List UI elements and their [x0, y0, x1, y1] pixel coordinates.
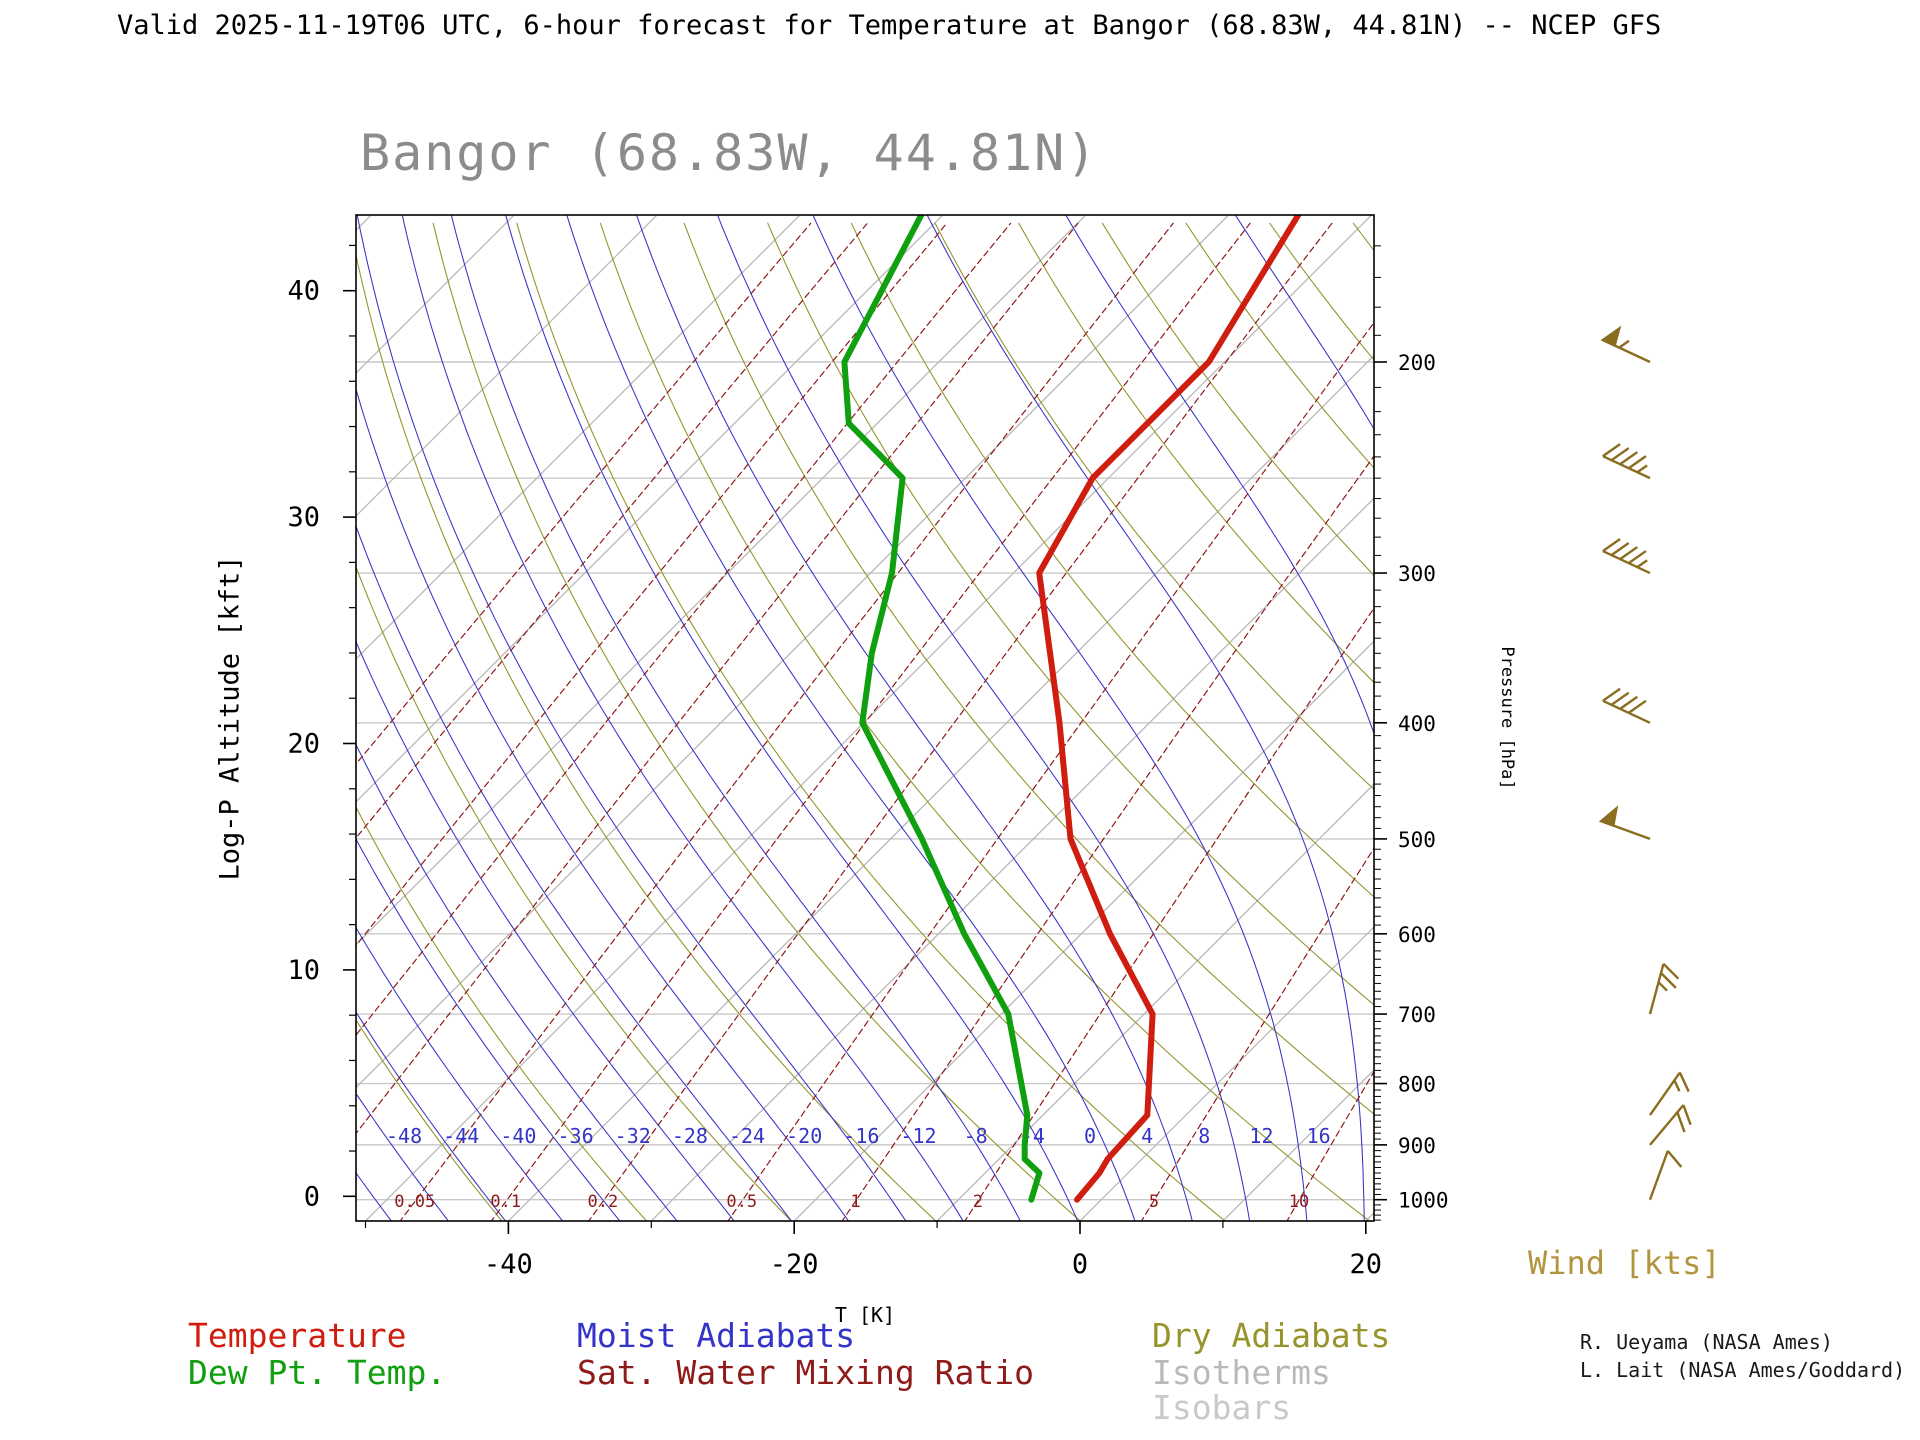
svg-text:-8: -8 — [964, 1124, 988, 1148]
legend-dry-adiabats: Dry Adiabats — [1152, 1316, 1391, 1355]
legend-dew-point: Dew Pt. Temp. — [188, 1353, 447, 1392]
svg-text:30: 30 — [287, 502, 320, 533]
svg-text:1000: 1000 — [1398, 1189, 1449, 1213]
svg-text:0: 0 — [1084, 1124, 1096, 1148]
x-axis-label: T [K] — [834, 1303, 896, 1327]
svg-text:10: 10 — [287, 955, 320, 986]
svg-text:-36: -36 — [557, 1124, 593, 1148]
svg-text:4: 4 — [1141, 1124, 1153, 1148]
svg-text:-24: -24 — [729, 1124, 765, 1148]
forecast-header: Valid 2025-11-19T06 UTC, 6-hour forecast… — [117, 10, 1662, 41]
svg-text:-20: -20 — [770, 1249, 819, 1280]
plot-frame — [355, 214, 1375, 1222]
svg-text:1: 1 — [850, 1192, 860, 1212]
svg-text:-48: -48 — [386, 1124, 422, 1148]
svg-text:16: 16 — [1307, 1124, 1331, 1148]
svg-text:800: 800 — [1398, 1073, 1436, 1097]
svg-text:300: 300 — [1398, 562, 1436, 586]
svg-text:0.1: 0.1 — [490, 1192, 521, 1212]
svg-text:20: 20 — [1350, 1249, 1383, 1280]
legend-temperature: Temperature — [188, 1316, 407, 1355]
credit-author-1: R. Ueyama (NASA Ames) — [1580, 1330, 1833, 1354]
svg-text:-40: -40 — [500, 1124, 536, 1148]
svg-text:40: 40 — [287, 276, 320, 307]
svg-text:400: 400 — [1398, 712, 1436, 736]
svg-text:5: 5 — [1149, 1192, 1159, 1212]
svg-text:600: 600 — [1398, 923, 1436, 947]
y-axis-label-kft: Log-P Altitude [kft] — [214, 555, 246, 881]
sounding-profiles — [841, 215, 1302, 1203]
svg-text:200: 200 — [1398, 351, 1436, 375]
wind-barbs — [1598, 325, 1692, 1201]
svg-text:-16: -16 — [843, 1124, 879, 1148]
svg-text:-40: -40 — [484, 1249, 533, 1280]
svg-text:700: 700 — [1398, 1003, 1436, 1027]
legend-moist-adiabats: Moist Adiabats — [577, 1316, 856, 1355]
svg-text:2: 2 — [973, 1192, 983, 1212]
legend-isotherms: Isotherms — [1152, 1353, 1331, 1392]
svg-text:900: 900 — [1398, 1134, 1436, 1158]
y-axis-label-pressure: Pressure [hPa] — [1497, 646, 1517, 790]
svg-text:0.2: 0.2 — [588, 1192, 619, 1212]
plot-title: Bangor (68.83W, 44.81N) — [360, 124, 1099, 182]
svg-text:500: 500 — [1398, 828, 1436, 852]
credit-author-2: L. Lait (NASA Ames/Goddard) — [1580, 1358, 1906, 1382]
plot-gridlines — [356, 215, 1374, 1221]
svg-text:-32: -32 — [615, 1124, 651, 1148]
svg-text:-44: -44 — [443, 1124, 479, 1148]
svg-text:0.05: 0.05 — [394, 1192, 435, 1212]
svg-text:10: 10 — [1289, 1192, 1309, 1212]
svg-text:20: 20 — [287, 729, 320, 760]
svg-text:8: 8 — [1198, 1124, 1210, 1148]
legend-mixing-ratio: Sat. Water Mixing Ratio — [577, 1353, 1034, 1392]
svg-text:-20: -20 — [786, 1124, 822, 1148]
svg-text:-28: -28 — [672, 1124, 708, 1148]
plot-inline-labels: -48 -44 -40 -36 -32 -28 -24 -20 -16 -12 -8 -4 0 4 8 12 1… — [386, 1124, 1331, 1212]
wind-units-label: Wind [kts] — [1528, 1244, 1721, 1282]
svg-text:12: 12 — [1249, 1124, 1273, 1148]
svg-text:-12: -12 — [900, 1124, 936, 1148]
svg-text:0.5: 0.5 — [726, 1192, 757, 1212]
legend-isobars: Isobars — [1152, 1388, 1292, 1427]
svg-text:0: 0 — [304, 1181, 320, 1212]
svg-text:0: 0 — [1072, 1249, 1088, 1280]
